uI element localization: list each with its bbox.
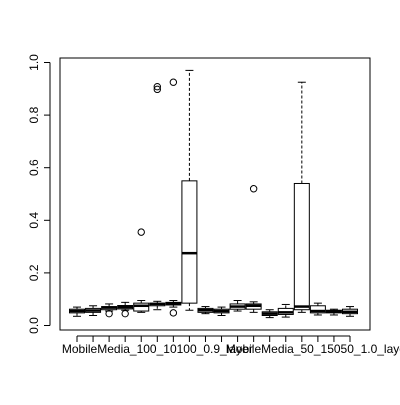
box-7 <box>165 78 182 317</box>
box-5 <box>133 228 150 313</box>
plot-frame <box>59 57 371 331</box>
x-tick-label: MobileMedia_100_10100_0.9_layer <box>62 342 253 356</box>
outlier-point <box>105 309 113 318</box>
x-axis: MobileMedia_100_10100_0.9_layerMobileMed… <box>62 335 400 356</box>
iqr-box <box>181 180 198 304</box>
outlier-point <box>153 82 161 91</box>
outlier-point <box>249 185 258 193</box>
box-13 <box>261 309 278 319</box>
box-17 <box>325 308 342 316</box>
iqr-box <box>293 182 310 311</box>
outlier-point <box>169 309 178 317</box>
box-8 <box>181 69 198 311</box>
y-tick-label: 0.0 <box>27 317 41 334</box>
outlier-point <box>153 85 161 94</box>
outlier-point <box>169 78 178 86</box>
box-3 <box>101 303 118 318</box>
box-1 <box>69 306 85 317</box>
box-11 <box>229 300 246 312</box>
y-tick-label: 0.8 <box>27 106 41 123</box>
box-18 <box>342 306 358 317</box>
y-axis: 0.0 0.2 0.4 0.6 0.8 1.0 <box>27 54 51 334</box>
plot-frame-layer <box>59 57 371 331</box>
box-16 <box>309 302 326 316</box>
outlier-point <box>137 228 145 236</box>
box-2 <box>85 305 102 317</box>
iqr-box <box>309 305 326 314</box>
box-14 <box>277 303 294 318</box>
box-12 <box>245 185 262 313</box>
iqr-box <box>133 302 150 312</box>
box-6 <box>149 82 166 311</box>
box-10 <box>213 306 230 317</box>
box-4 <box>117 301 134 318</box>
box-9 <box>197 306 214 315</box>
box-15 <box>293 81 310 313</box>
x-tick-label: MobileMedia_50_15050_1.0_layer <box>226 342 400 356</box>
outlier-point <box>121 309 129 318</box>
boxes-layer <box>69 69 358 319</box>
y-tick-label: 0.4 <box>27 212 41 229</box>
y-tick-label: 0.6 <box>27 159 41 176</box>
y-tick-label: 0.2 <box>27 264 41 281</box>
y-tick-label: 1.0 <box>27 54 41 71</box>
